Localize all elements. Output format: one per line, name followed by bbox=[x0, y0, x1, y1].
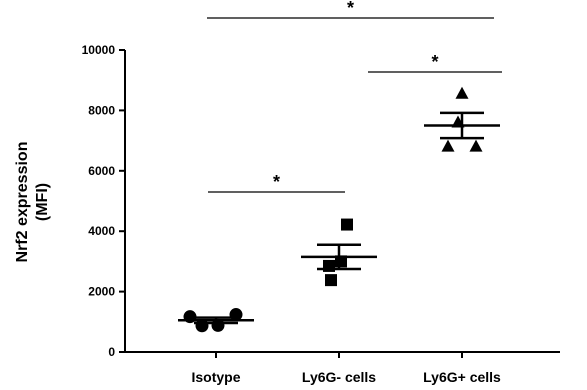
data-point-triangle bbox=[441, 139, 455, 152]
axes: 0 2000 4000 6000 8000 10000 Isotype Ly6G- cells… bbox=[82, 43, 560, 385]
data-points bbox=[183, 86, 483, 333]
significance-star: * bbox=[431, 52, 438, 72]
y-axis-title: Nrf2 expression (MFI) bbox=[14, 142, 51, 263]
x-category-label: Ly6G- cells bbox=[302, 369, 376, 385]
y-axis-label-line2: (MFI) bbox=[34, 183, 51, 221]
data-point-triangle bbox=[469, 139, 483, 152]
data-point-square bbox=[325, 274, 337, 287]
y-axis-label-line1: Nrf2 expression bbox=[14, 142, 31, 263]
significance-star: * bbox=[347, 0, 354, 18]
x-category-label: Isotype bbox=[191, 369, 240, 385]
y-tick-label: 0 bbox=[108, 345, 115, 359]
data-point-triangle bbox=[455, 86, 469, 99]
y-tick-label: 2000 bbox=[88, 285, 115, 299]
data-point-square bbox=[341, 218, 353, 231]
y-tick-label: 10000 bbox=[82, 43, 116, 57]
y-tick-label: 4000 bbox=[88, 224, 115, 238]
x-category-label: Ly6G+ cells bbox=[423, 369, 501, 385]
y-tick-label: 6000 bbox=[88, 164, 115, 178]
y-tick-label: 8000 bbox=[88, 103, 115, 117]
mean-sem-bars bbox=[178, 111, 500, 325]
significance-brackets: * * * bbox=[207, 0, 502, 193]
significance-star: * bbox=[273, 172, 280, 192]
